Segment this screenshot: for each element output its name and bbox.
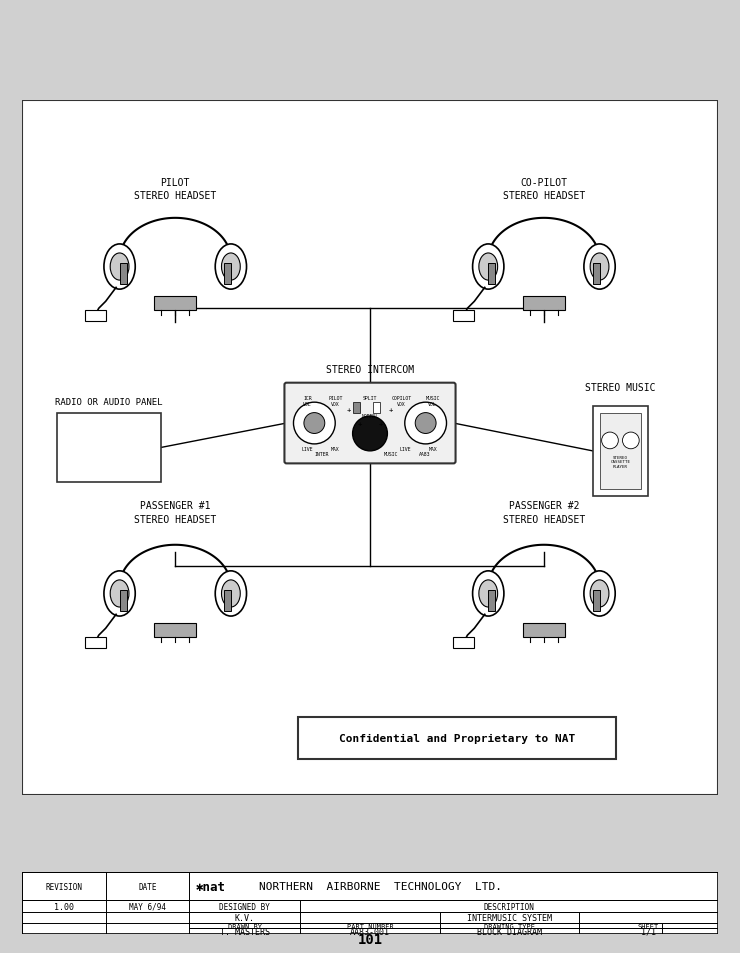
Bar — [488, 590, 495, 611]
Text: Confidential and Proprietary to NAT: Confidential and Proprietary to NAT — [339, 733, 575, 743]
Bar — [454, 311, 474, 321]
Text: PART NUMBER: PART NUMBER — [346, 923, 394, 928]
Ellipse shape — [110, 253, 129, 281]
Bar — [352, 403, 360, 414]
Text: REVISION: REVISION — [45, 882, 82, 891]
Text: PASSENGER #1: PASSENGER #1 — [140, 500, 210, 511]
Text: ✱nat: ✱nat — [196, 880, 226, 893]
Bar — [224, 264, 231, 285]
Ellipse shape — [591, 253, 609, 281]
Text: DATE: DATE — [138, 882, 157, 891]
Text: AA83-001: AA83-001 — [350, 926, 390, 936]
Text: NORTHERN  AIRBORNE  TECHNOLOGY  LTD.: NORTHERN AIRBORNE TECHNOLOGY LTD. — [259, 882, 502, 891]
Circle shape — [415, 414, 436, 434]
Text: DRAWING TYPE: DRAWING TYPE — [484, 923, 534, 928]
Text: DRAWN BY: DRAWN BY — [228, 923, 262, 928]
Bar — [85, 638, 106, 648]
Ellipse shape — [215, 571, 246, 617]
Text: +: + — [347, 407, 352, 413]
Bar — [224, 590, 231, 611]
Text: T. MASTERS: T. MASTERS — [220, 926, 270, 936]
Text: COPILOT
VOX: COPILOT VOX — [391, 395, 411, 407]
Bar — [155, 623, 196, 637]
Text: ICR
VOL: ICR VOL — [303, 395, 312, 407]
Circle shape — [304, 414, 325, 434]
Ellipse shape — [104, 571, 135, 617]
Text: MAX: MAX — [428, 446, 437, 452]
Ellipse shape — [473, 245, 504, 290]
Circle shape — [405, 403, 446, 444]
Text: STEREO HEADSET: STEREO HEADSET — [134, 192, 216, 201]
Ellipse shape — [104, 245, 135, 290]
Text: LIVE: LIVE — [302, 446, 313, 452]
Text: PASSENGER #2: PASSENGER #2 — [508, 500, 579, 511]
Text: SPLIT: SPLIT — [363, 395, 377, 401]
Text: PILOT: PILOT — [161, 177, 190, 188]
Text: CO-PILOT: CO-PILOT — [520, 177, 568, 188]
Ellipse shape — [591, 580, 609, 607]
Circle shape — [622, 433, 639, 449]
Bar — [523, 296, 565, 311]
Ellipse shape — [221, 253, 240, 281]
Ellipse shape — [479, 580, 497, 607]
Bar — [85, 311, 106, 321]
Text: +: + — [378, 420, 383, 427]
Bar — [454, 638, 474, 648]
Text: DESIGNED BY: DESIGNED BY — [219, 902, 270, 910]
Bar — [488, 264, 495, 285]
Text: STEREO HEADSET: STEREO HEADSET — [502, 192, 585, 201]
Ellipse shape — [584, 245, 615, 290]
Text: MAX: MAX — [331, 446, 340, 452]
FancyBboxPatch shape — [22, 100, 718, 796]
Text: STEREO HEADSET: STEREO HEADSET — [134, 515, 216, 524]
Bar — [593, 590, 599, 611]
Text: PILOT
VOX: PILOT VOX — [328, 395, 343, 407]
Ellipse shape — [215, 245, 246, 290]
FancyBboxPatch shape — [57, 414, 161, 482]
FancyBboxPatch shape — [298, 717, 616, 760]
FancyBboxPatch shape — [593, 406, 648, 497]
Bar — [593, 264, 599, 285]
FancyBboxPatch shape — [599, 414, 642, 490]
Text: LIVE: LIVE — [399, 446, 411, 452]
Text: INTER: INTER — [314, 452, 329, 456]
Text: NORMAL: NORMAL — [361, 414, 379, 418]
Ellipse shape — [479, 253, 497, 281]
Text: +: + — [357, 420, 362, 427]
Ellipse shape — [473, 571, 504, 617]
Bar — [374, 403, 380, 414]
Circle shape — [602, 433, 619, 449]
Ellipse shape — [221, 580, 240, 607]
Text: MAY 6/94: MAY 6/94 — [129, 902, 166, 910]
Ellipse shape — [110, 580, 129, 607]
Text: 101: 101 — [357, 932, 383, 945]
Bar — [523, 623, 565, 637]
Circle shape — [294, 403, 335, 444]
Bar — [155, 296, 196, 311]
Text: INTERMUSIC SYSTEM: INTERMUSIC SYSTEM — [467, 913, 551, 923]
Ellipse shape — [584, 571, 615, 617]
Text: DESCRIPTION: DESCRIPTION — [484, 902, 534, 910]
Circle shape — [352, 416, 388, 452]
Text: +: + — [388, 407, 393, 413]
Bar — [120, 590, 127, 611]
Text: MUSIC: MUSIC — [384, 452, 398, 456]
Text: 1/1: 1/1 — [641, 926, 656, 936]
Text: MUSIC
VOL: MUSIC VOL — [425, 395, 440, 407]
Text: STEREO MUSIC: STEREO MUSIC — [585, 382, 656, 393]
Text: STEREO
CASSETTE
PLAYER: STEREO CASSETTE PLAYER — [610, 456, 630, 469]
Text: K.V.: K.V. — [235, 913, 255, 923]
FancyBboxPatch shape — [284, 383, 456, 464]
Bar — [120, 264, 127, 285]
Text: SHEET: SHEET — [638, 923, 659, 928]
Text: BLOCK DIAGRAM: BLOCK DIAGRAM — [477, 926, 542, 936]
Text: AA83: AA83 — [419, 452, 430, 456]
Text: RADIO OR AUDIO PANEL: RADIO OR AUDIO PANEL — [56, 397, 163, 406]
Text: STEREO HEADSET: STEREO HEADSET — [502, 515, 585, 524]
Text: STEREO INTERCOM: STEREO INTERCOM — [326, 365, 414, 375]
Text: 1.00: 1.00 — [54, 902, 74, 910]
